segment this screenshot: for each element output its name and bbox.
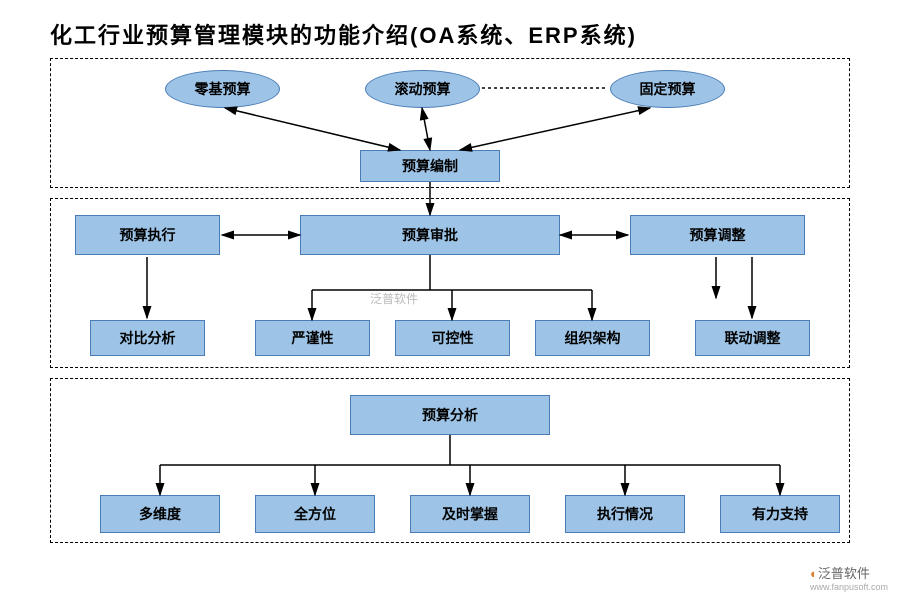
node-rolling-budget: 滚动预算 [365,70,480,108]
node-budget-adjust: 预算调整 [630,215,805,255]
watermark-logo: ◐泛普软件 www.fanpusoft.com [810,563,888,592]
node-timely: 及时掌握 [410,495,530,533]
node-budget-compile: 预算编制 [360,150,500,182]
node-budget-analysis: 预算分析 [350,395,550,435]
node-fixed-budget: 固定预算 [610,70,725,108]
node-support: 有力支持 [720,495,840,533]
node-control: 可控性 [395,320,510,356]
node-exec-situation: 执行情况 [565,495,685,533]
node-compare: 对比分析 [90,320,205,356]
node-budget-exec: 预算执行 [75,215,220,255]
node-link-adjust: 联动调整 [695,320,810,356]
node-full-aspect: 全方位 [255,495,375,533]
node-multi-dim: 多维度 [100,495,220,533]
node-budget-approve: 预算审批 [300,215,560,255]
node-strict: 严谨性 [255,320,370,356]
node-org: 组织架构 [535,320,650,356]
page-title: 化工行业预算管理模块的功能介绍(OA系统、ERP系统) [50,18,637,50]
node-zero-base-budget: 零基预算 [165,70,280,108]
watermark-center: 泛普软件 [370,290,418,307]
